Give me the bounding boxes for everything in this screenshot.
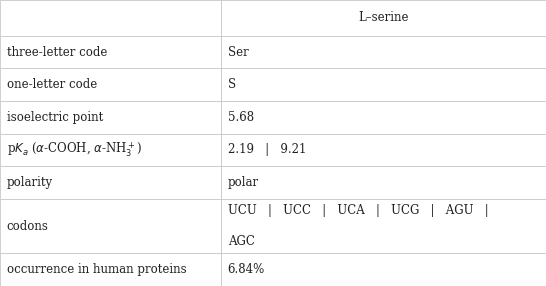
Text: AGC: AGC	[228, 235, 254, 248]
Text: Ser: Ser	[228, 45, 248, 59]
Bar	[0, 101, 221, 134]
Text: 6.84%: 6.84%	[228, 263, 265, 276]
Text: polarity: polarity	[7, 176, 52, 189]
Bar	[221, 199, 546, 253]
Bar	[221, 166, 546, 199]
Bar	[0, 253, 221, 286]
Text: one-letter code: one-letter code	[7, 78, 97, 91]
Text: codons: codons	[7, 220, 49, 233]
Text: isoelectric point: isoelectric point	[7, 111, 103, 124]
Bar	[221, 134, 546, 166]
Bar	[221, 101, 546, 134]
Bar	[0, 36, 221, 68]
Text: three-letter code: three-letter code	[7, 45, 107, 59]
Bar	[0, 134, 221, 166]
Bar	[221, 36, 546, 68]
Text: 2.19   |   9.21: 2.19 | 9.21	[228, 144, 306, 156]
Bar	[0, 0, 221, 36]
Text: 5.68: 5.68	[228, 111, 254, 124]
Text: p$K_a$ ($\alpha$-COOH, $\alpha$-NH$_3^+$): p$K_a$ ($\alpha$-COOH, $\alpha$-NH$_3^+$…	[7, 141, 142, 159]
Text: L–serine: L–serine	[358, 11, 409, 24]
Text: polar: polar	[228, 176, 259, 189]
Bar	[221, 68, 546, 101]
Bar	[0, 68, 221, 101]
Bar	[221, 253, 546, 286]
Text: occurrence in human proteins: occurrence in human proteins	[7, 263, 186, 276]
Bar	[221, 0, 546, 36]
Text: UCU   |   UCC   |   UCA   |   UCG   |   AGU   |: UCU | UCC | UCA | UCG | AGU |	[228, 204, 488, 217]
Text: S: S	[228, 78, 236, 91]
Bar	[0, 199, 221, 253]
Bar	[0, 166, 221, 199]
